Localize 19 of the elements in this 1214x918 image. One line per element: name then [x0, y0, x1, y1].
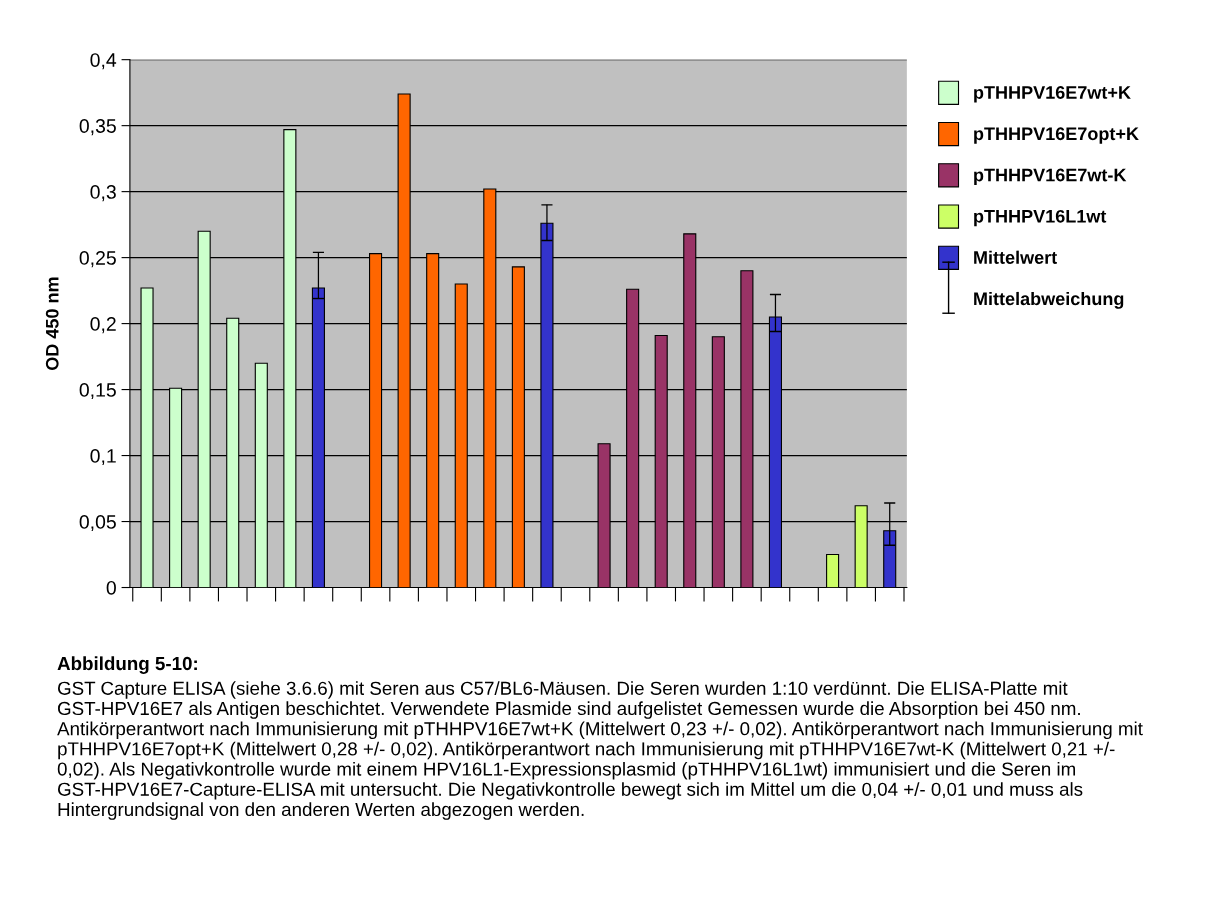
text: Mittelabweichung	[974, 291, 1124, 309]
y-tick-label: 0,15	[79, 383, 116, 400]
y-tick-label: 0,4	[90, 53, 117, 70]
y-tick-label: 0,05	[79, 515, 116, 532]
y-tick-label: 0	[106, 580, 116, 595]
y-tick-label: 0,2	[90, 317, 116, 334]
legend-label: Mittelwert	[974, 250, 1057, 264]
text: GST Capture ELISA (siehe 3.6.6) mit Seren aus C57/BL6-Mäusen. Die Seren wurden 1:10 verdünnt. Die ELISA-Platte mit GST-HPV16E7 als Antigen beschichtet. Verwendete Plasmide sind aufgelistet Gemessen wurde die Absorption bei 450 nm. Antikörperantwort nach Immunisierung mit pTHHPV16E7wt+K (Mittelwert 0,23 +/- 0,02). Antikörperantwort nach Immunisierung mit pTHHPV16E7opt+K (Mittelwert 0,28 +/- 0,02). Antikörperantwort nach Immunisierung mit pTHHPV16E7wt-K (Mittelwert 0,21 +/- 0,02). Als Negativkontrolle wurde mit einem HPV16L1-Expressionsplasmid (pTHHPV16L1wt) immunisiert und die Seren im GST-HPV16E7-Capture-ELISA mit untersucht. Die Negativkontrolle bewegt sich im Mittel um die 0,04 +/- 0,01 und muss als Hintergrundsignal von den anderen Werten abgezogen werden.	[57, 681, 1143, 820]
text: Abbildung 5-10:	[57, 656, 197, 674]
y-tick-label: 0,25	[79, 251, 116, 268]
bar	[826, 553, 840, 588]
legend-label: pTHHPV16E7wt+K	[974, 86, 1131, 103]
y-axis-title: OD 450 nm	[45, 277, 59, 371]
y-tick-label: 0,3	[90, 185, 116, 202]
y-tick-label: 0,35	[79, 119, 116, 136]
y-tick-label: 0,1	[90, 449, 116, 466]
legend-label: pTHHPV16E7wt-K	[974, 168, 1127, 185]
legend-label: pTHHPV16L1wt	[974, 209, 1107, 227]
legend-label: pTHHPV16E7opt+K	[974, 127, 1139, 144]
